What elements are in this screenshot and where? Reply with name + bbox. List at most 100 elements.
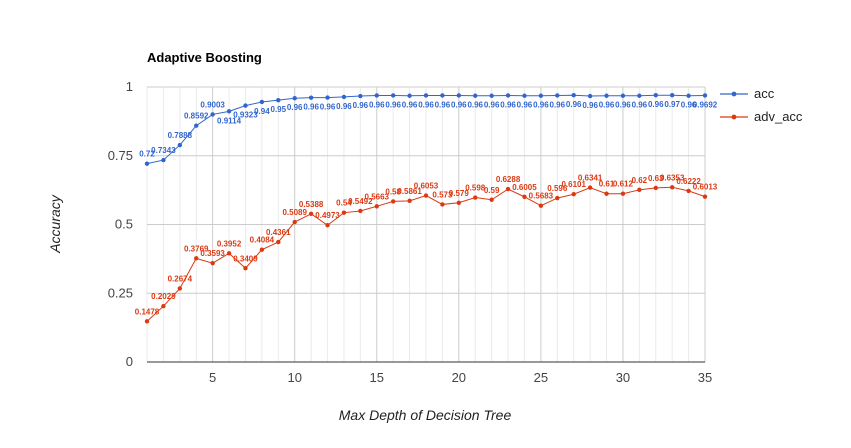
y-tick-label: 0.25 bbox=[108, 285, 133, 300]
data-point-adv-acc[interactable] bbox=[473, 195, 478, 200]
data-label-adv-acc: 0.3769 bbox=[184, 244, 209, 253]
data-point-acc[interactable] bbox=[620, 93, 626, 98]
data-label-acc: 0.96 bbox=[566, 100, 582, 109]
data-point-adv-acc[interactable] bbox=[358, 208, 363, 214]
y-axis-ticks: 0 0.25 0.5 0.75 1 bbox=[108, 79, 133, 369]
data-point-adv-acc[interactable] bbox=[226, 251, 232, 256]
data-label-acc: 0.96 bbox=[582, 101, 598, 110]
data-point-adv-acc[interactable] bbox=[571, 192, 576, 197]
data-point-adv-acc[interactable] bbox=[161, 304, 166, 309]
data-labels: 0.720.7343 0.7888 0.8592 0.9003 0.91140.9323… bbox=[135, 100, 718, 316]
data-label-acc: 0.94 bbox=[254, 107, 270, 116]
data-point-acc[interactable] bbox=[390, 93, 396, 98]
data-point-adv-acc[interactable] bbox=[390, 199, 396, 204]
data-point-acc[interactable] bbox=[292, 96, 297, 101]
data-point-acc[interactable] bbox=[587, 93, 593, 99]
y-tick-label: 0.5 bbox=[115, 217, 133, 232]
data-label-adv-acc: 0.6341 bbox=[578, 174, 603, 183]
data-point-adv-acc[interactable] bbox=[505, 186, 511, 192]
data-label-acc: 0.8592 bbox=[184, 112, 209, 121]
data-point-adv-acc[interactable] bbox=[292, 219, 297, 225]
legend-item-acc[interactable]: acc bbox=[720, 86, 775, 101]
data-point-acc[interactable] bbox=[161, 157, 166, 163]
data-point-adv-acc[interactable] bbox=[604, 191, 609, 196]
data-point-acc[interactable] bbox=[571, 92, 576, 98]
data-point-adv-acc[interactable] bbox=[702, 194, 708, 199]
data-point-acc[interactable] bbox=[522, 93, 527, 98]
data-point-acc[interactable] bbox=[702, 93, 708, 98]
data-point-adv-acc[interactable] bbox=[489, 197, 494, 202]
data-point-adv-acc[interactable] bbox=[194, 256, 199, 261]
y-axis-title: Accuracy bbox=[47, 194, 63, 254]
data-point-adv-acc[interactable] bbox=[407, 198, 412, 204]
data-point-adv-acc[interactable] bbox=[308, 211, 314, 217]
data-point-acc[interactable] bbox=[555, 93, 560, 98]
data-point-acc[interactable] bbox=[637, 93, 642, 98]
data-point-acc[interactable] bbox=[276, 97, 281, 103]
data-point-acc[interactable] bbox=[259, 99, 265, 105]
data-point-adv-acc[interactable] bbox=[374, 204, 379, 209]
data-point-acc[interactable] bbox=[194, 123, 199, 128]
data-point-adv-acc[interactable] bbox=[144, 319, 150, 324]
data-point-adv-acc[interactable] bbox=[341, 210, 347, 215]
data-point-adv-acc[interactable] bbox=[637, 187, 642, 193]
data-point-adv-acc[interactable] bbox=[555, 195, 560, 201]
data-point-adv-acc[interactable] bbox=[259, 247, 265, 252]
x-axis-ticks: 5 10 15 20 25 30 35 bbox=[209, 370, 712, 385]
data-point-acc[interactable] bbox=[325, 95, 330, 100]
data-point-acc[interactable] bbox=[473, 93, 478, 98]
data-label-adv-acc: 0.3409 bbox=[233, 254, 258, 263]
data-point-acc[interactable] bbox=[686, 93, 691, 98]
data-point-adv-acc[interactable] bbox=[522, 194, 527, 200]
data-point-acc[interactable] bbox=[653, 92, 658, 98]
data-label-acc: 0.96 bbox=[402, 101, 418, 110]
data-point-adv-acc[interactable] bbox=[177, 286, 183, 291]
data-point-acc[interactable] bbox=[210, 112, 215, 117]
data-point-adv-acc[interactable] bbox=[620, 191, 626, 196]
data-label-adv-acc: 0.54 bbox=[336, 199, 352, 208]
data-point-acc[interactable] bbox=[456, 93, 462, 98]
data-label-acc: 0.7888 bbox=[168, 131, 193, 140]
data-point-adv-acc[interactable] bbox=[243, 266, 248, 271]
data-point-adv-acc[interactable] bbox=[423, 193, 429, 198]
data-point-acc[interactable] bbox=[505, 93, 511, 98]
legend-marker-adv-acc bbox=[731, 114, 737, 120]
data-label-acc: 0.96 bbox=[336, 102, 352, 111]
data-point-acc[interactable] bbox=[226, 109, 232, 114]
data-point-acc[interactable] bbox=[423, 93, 429, 98]
data-point-acc[interactable] bbox=[358, 93, 363, 99]
data-label-adv-acc: 0.6288 bbox=[496, 175, 521, 184]
data-point-adv-acc[interactable] bbox=[456, 200, 462, 205]
data-point-acc[interactable] bbox=[407, 93, 412, 98]
data-label-adv-acc: 0.3593 bbox=[200, 249, 225, 258]
data-point-acc[interactable] bbox=[243, 103, 248, 108]
data-label-acc: 0.9114 bbox=[217, 116, 242, 125]
data-point-adv-acc[interactable] bbox=[210, 260, 215, 266]
data-point-acc[interactable] bbox=[374, 93, 379, 98]
data-label-adv-acc: 0.596 bbox=[547, 184, 568, 193]
data-point-adv-acc[interactable] bbox=[440, 202, 445, 207]
data-label-adv-acc: 0.61 bbox=[599, 180, 615, 189]
data-point-adv-acc[interactable] bbox=[653, 185, 658, 191]
data-point-acc[interactable] bbox=[308, 95, 314, 100]
data-point-adv-acc[interactable] bbox=[325, 223, 330, 228]
data-label-acc: 0.96 bbox=[435, 100, 451, 109]
data-point-adv-acc[interactable] bbox=[276, 239, 281, 245]
data-point-adv-acc[interactable] bbox=[538, 203, 544, 208]
data-point-acc[interactable] bbox=[538, 93, 544, 98]
data-point-acc[interactable] bbox=[669, 92, 675, 98]
data-point-acc[interactable] bbox=[440, 93, 445, 98]
data-point-adv-acc[interactable] bbox=[669, 185, 675, 190]
data-point-adv-acc[interactable] bbox=[686, 188, 691, 194]
data-point-acc[interactable] bbox=[144, 161, 150, 166]
data-point-acc[interactable] bbox=[177, 142, 183, 148]
grid bbox=[146, 86, 706, 363]
data-point-acc[interactable] bbox=[341, 94, 347, 100]
x-tick-label: 15 bbox=[370, 370, 384, 385]
legend-item-adv-acc[interactable]: adv_acc bbox=[720, 109, 803, 124]
data-label-acc: 0.96 bbox=[467, 101, 483, 110]
data-point-adv-acc[interactable] bbox=[587, 185, 593, 190]
data-label-acc: 0.96 bbox=[303, 103, 319, 112]
data-point-acc[interactable] bbox=[604, 93, 609, 98]
data-point-acc[interactable] bbox=[489, 93, 494, 98]
